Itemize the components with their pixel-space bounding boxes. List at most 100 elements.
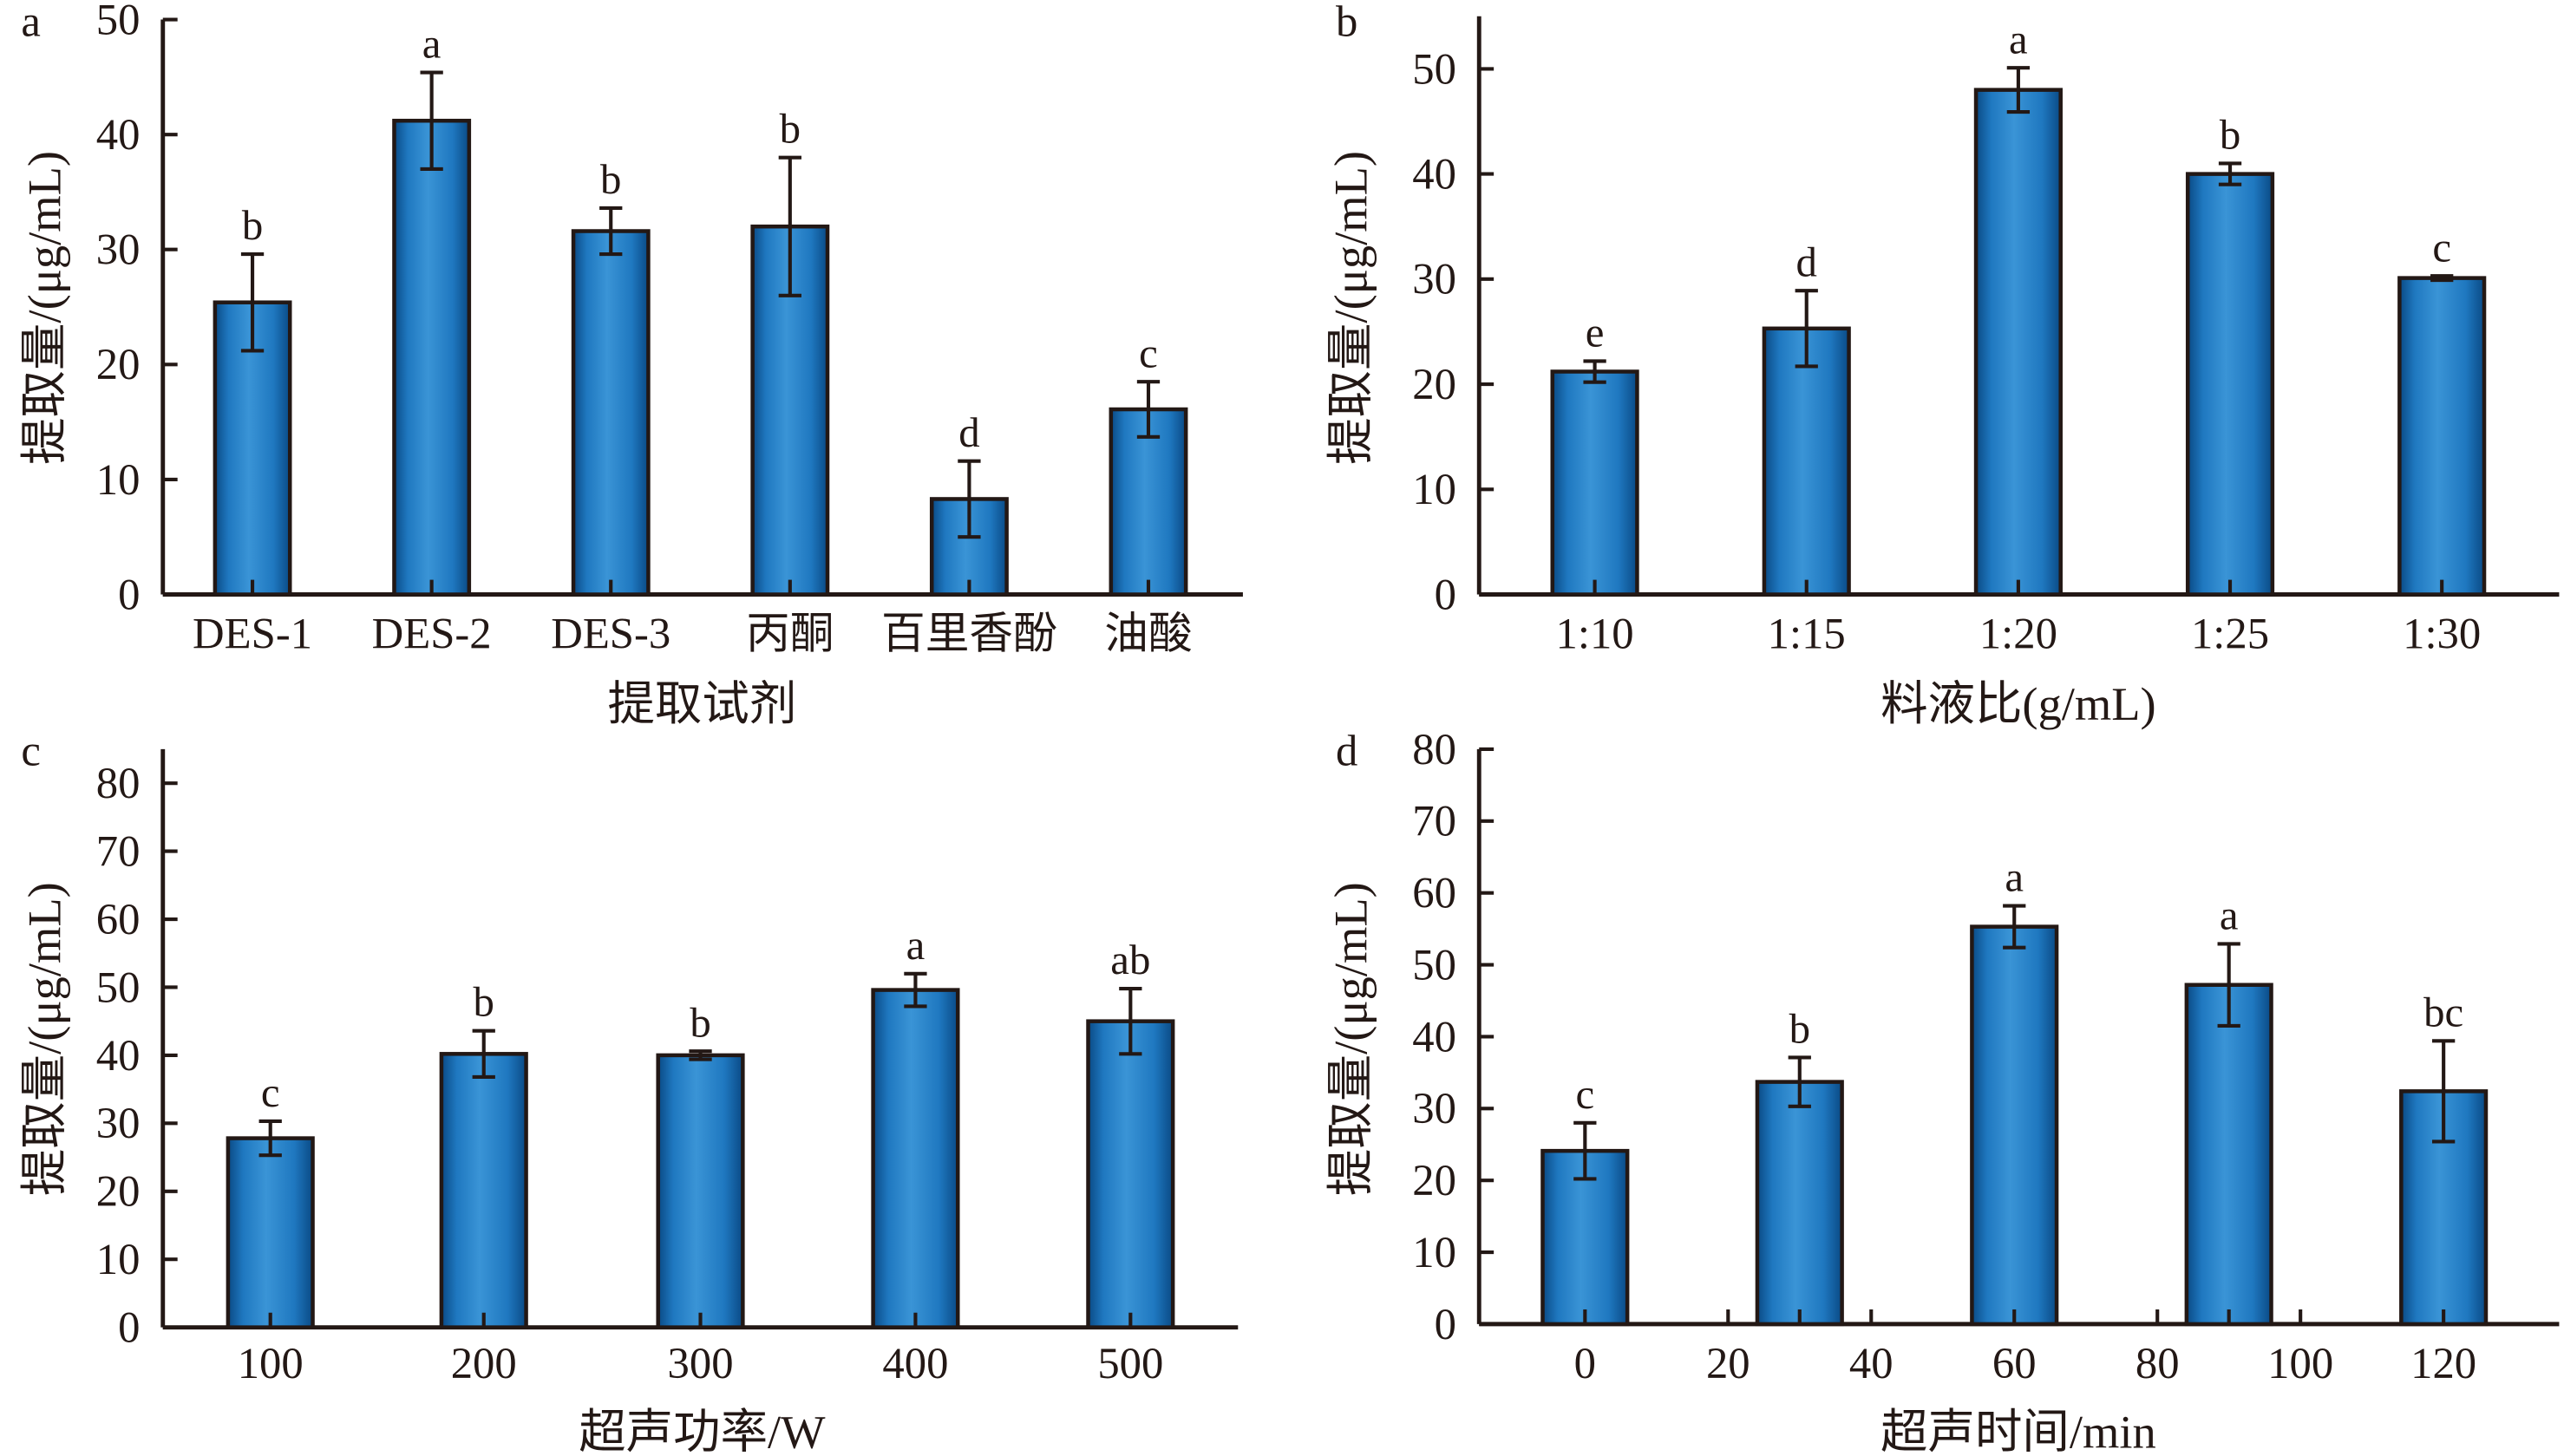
y-tick-label: 50	[1412, 940, 1456, 989]
x-tick-label: 500	[1097, 1339, 1163, 1387]
panel-letter-d: d	[1336, 727, 1357, 775]
x-tick-label: 40	[1849, 1339, 1894, 1387]
plot-area-c: 0 10 20 30 40 50 60 70 80 100 200 300 400 500 c b b a ab	[96, 748, 1239, 1387]
significance-label: d	[1796, 238, 1817, 285]
x-tick-label: 200	[451, 1339, 517, 1387]
plot-area-a: 0 10 20 30 40 50 DES-1 DES-2 DES-3 丙酮 百里香酚 油酸 b a b b d c	[96, 0, 1243, 657]
significance-label: c	[261, 1068, 280, 1116]
panel-b: b 提取量/(μg/mL) 料液比(g/mL) 0 10 20 30 40 50 1:10 1…	[1325, 0, 2560, 730]
x-tick-label: 0	[1574, 1339, 1596, 1387]
x-tick-label: 1:25	[2191, 609, 2269, 657]
bar	[871, 988, 960, 1329]
y-tick-label: 10	[96, 1235, 141, 1283]
y-tick-label: 20	[96, 340, 141, 388]
x-tick-label: 丙酮	[746, 609, 834, 657]
panel-a: a 提取量/(μg/mL) 提取试剂 0 10 20 30 40 50 DES-1 DES-2…	[17, 0, 1243, 730]
bar	[1973, 88, 2063, 597]
significance-label: b	[2220, 111, 2240, 159]
x-tick-label: DES-1	[193, 609, 312, 657]
x-tick-label: 80	[2136, 1339, 2180, 1387]
significance-label: c	[1575, 1070, 1594, 1118]
bar	[439, 1052, 528, 1329]
y-tick-label: 20	[1412, 360, 1456, 408]
x-tick-label: 1:15	[1768, 609, 1846, 657]
bar	[392, 118, 472, 597]
significance-label: c	[2432, 223, 2451, 271]
bar	[226, 1136, 315, 1329]
significance-label: b	[690, 998, 710, 1046]
panel-letter-c: c	[21, 727, 41, 775]
y-tick-label: 10	[96, 455, 141, 504]
significance-label: b	[474, 978, 494, 1026]
x-tick-label: 百里香酚	[881, 609, 1057, 657]
x-tick-label: 油酸	[1104, 609, 1192, 657]
y-axis-title-a: 提取量/(μg/mL)	[17, 151, 70, 465]
x-axis-title-d: 超声时间/min	[1880, 1406, 2156, 1456]
significance-label: b	[600, 155, 621, 203]
y-tick-label: 20	[1412, 1156, 1456, 1205]
y-tick-label: 60	[96, 895, 141, 943]
y-tick-label: 10	[1412, 465, 1456, 513]
significance-label: a	[2005, 853, 2024, 901]
bar	[656, 1053, 745, 1329]
significance-label: ab	[1110, 936, 1150, 983]
plot-area-b: 0 10 20 30 40 50 1:10 1:15 1:20 1:25 1:30 e d a b c	[1412, 15, 2560, 657]
y-tick-label: 0	[1435, 570, 1456, 618]
y-tick-label: 20	[96, 1167, 141, 1216]
bar	[571, 229, 651, 597]
y-tick-label: 40	[96, 1031, 141, 1080]
panel-letter-b: b	[1336, 0, 1357, 45]
y-tick-label: 0	[118, 570, 140, 618]
bar	[1970, 924, 2059, 1327]
y-tick-label: 80	[1412, 725, 1456, 774]
significance-label: bc	[2423, 988, 2463, 1035]
bar	[1086, 1019, 1175, 1329]
y-tick-label: 30	[96, 1099, 141, 1147]
x-tick-label: 120	[2410, 1339, 2476, 1387]
plot-area-d: 0 10 20 30 40 50 60 70 80 0 20 40 60 80 100 120 c b a a bc	[1412, 725, 2560, 1387]
y-tick-label: 50	[1412, 44, 1456, 93]
significance-label: b	[242, 201, 263, 249]
y-axis-title-d: 提取量/(μg/mL)	[1325, 882, 1377, 1196]
y-tick-label: 0	[118, 1303, 140, 1352]
bar	[1762, 326, 1851, 597]
bar	[2397, 276, 2487, 597]
x-tick-label: 1:30	[2403, 609, 2481, 657]
y-tick-label: 60	[1412, 869, 1456, 917]
y-tick-label: 30	[1412, 1084, 1456, 1133]
y-tick-label: 80	[96, 759, 141, 807]
bar	[1755, 1080, 1844, 1327]
bar	[1550, 369, 1639, 597]
x-tick-label: DES-3	[551, 609, 670, 657]
y-tick-label: 40	[1412, 150, 1456, 199]
x-tick-label: DES-2	[372, 609, 492, 657]
x-tick-label: 400	[882, 1339, 948, 1387]
x-tick-label: 60	[1992, 1339, 2037, 1387]
significance-label: c	[1139, 329, 1158, 376]
bar	[2185, 172, 2275, 597]
significance-label: e	[1586, 308, 1605, 356]
x-tick-label: 100	[2267, 1339, 2333, 1387]
x-tick-label: 300	[668, 1339, 734, 1387]
y-tick-label: 50	[96, 963, 141, 1011]
panel-d: d 提取量/(μg/mL) 超声时间/min 0 10 20 30 40 50 60 70 80…	[1325, 725, 2560, 1456]
significance-label: a	[2220, 891, 2239, 939]
x-axis-title-a: 提取试剂	[607, 677, 796, 730]
y-tick-label: 40	[1412, 1012, 1456, 1061]
panel-letter-a: a	[21, 0, 41, 45]
significance-label: a	[906, 921, 926, 969]
y-tick-label: 10	[1412, 1228, 1456, 1276]
significance-label: a	[2009, 15, 2028, 62]
y-tick-label: 70	[96, 826, 141, 875]
significance-label: a	[422, 20, 442, 68]
y-axis-title-c: 提取量/(μg/mL)	[17, 882, 70, 1196]
y-tick-label: 30	[96, 225, 141, 274]
x-axis-title-b: 料液比(g/mL)	[1880, 677, 2156, 730]
x-axis-title-c: 超声功率/W	[579, 1406, 826, 1456]
y-tick-label: 50	[96, 0, 141, 43]
y-tick-label: 70	[1412, 797, 1456, 846]
y-tick-label: 40	[96, 110, 141, 159]
x-tick-label: 1:20	[1979, 609, 2057, 657]
x-tick-label: 20	[1706, 1339, 1750, 1387]
